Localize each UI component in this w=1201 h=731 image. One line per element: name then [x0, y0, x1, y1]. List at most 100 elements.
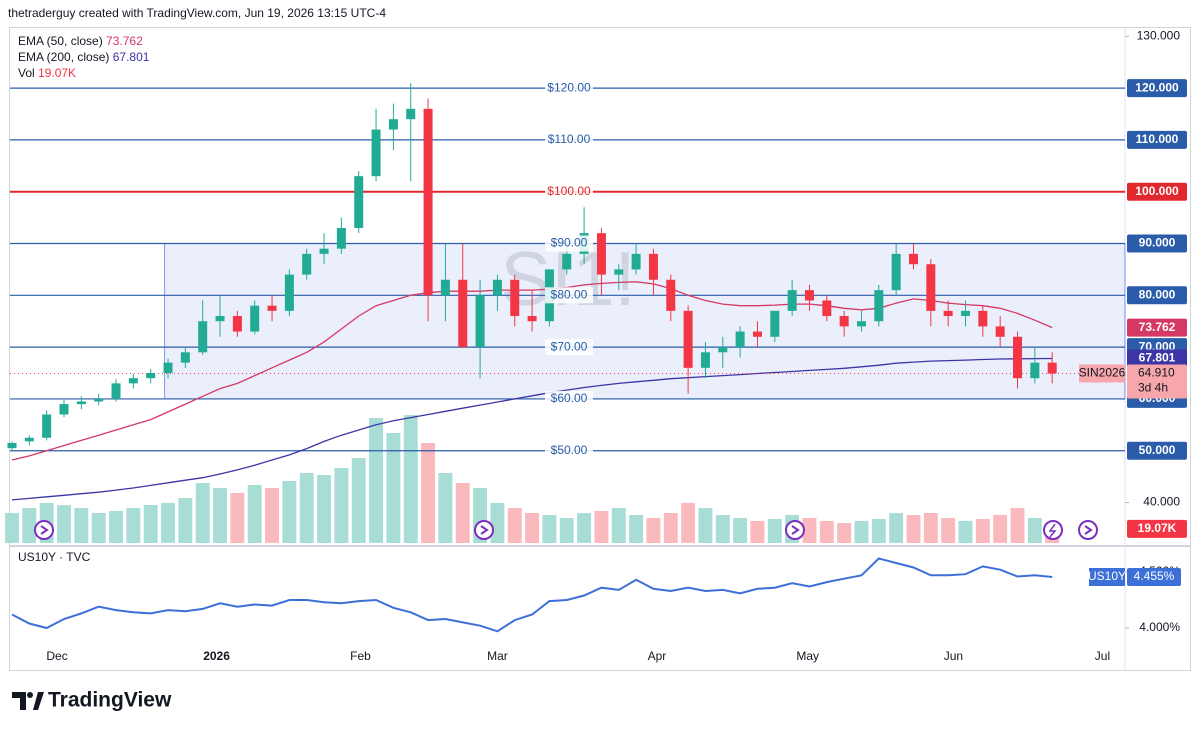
volume-bar — [109, 511, 123, 543]
axis-badge-label: 110.000 — [1136, 132, 1179, 146]
candle-body — [995, 326, 1005, 337]
candle-body — [111, 383, 121, 399]
candle-body — [874, 290, 884, 322]
candle-body — [562, 253, 572, 270]
legend-name: EMA (50, close) — [18, 34, 103, 48]
volume-bar — [22, 508, 37, 543]
volume-bar — [975, 519, 990, 543]
price-badge-label: 64.910 — [1138, 366, 1175, 380]
level-label: $120.00 — [547, 80, 591, 94]
event-icon[interactable] — [1043, 520, 1063, 540]
volume-bar — [993, 515, 1008, 543]
level-label: $110.00 — [548, 132, 591, 146]
volume-bar — [490, 503, 505, 543]
range-zone — [164, 243, 1126, 400]
candle-body — [354, 176, 364, 228]
volume-bar — [941, 518, 956, 543]
symbol-badge-label: US10Y — [1088, 569, 1126, 583]
candle-body — [1047, 362, 1057, 374]
volume-bar — [91, 513, 106, 543]
candle-body — [475, 295, 485, 348]
volume-bar — [369, 418, 383, 543]
volume-bar — [611, 508, 626, 543]
x-tick-label: Feb — [350, 649, 371, 663]
axis-badge-label: 90.000 — [1139, 236, 1176, 250]
candle-body — [527, 316, 537, 322]
volume-bar — [386, 433, 401, 543]
volume-bar — [351, 458, 366, 543]
candle-body — [908, 253, 918, 265]
volume-bar — [247, 485, 262, 543]
volume-bar — [889, 513, 904, 543]
x-tick-label: Mar — [487, 649, 508, 663]
candle-body — [198, 321, 208, 353]
footer-logo: TradingView — [12, 689, 172, 712]
volume-bar — [1027, 518, 1042, 543]
volume-bar — [681, 503, 696, 543]
volume-bar — [629, 515, 644, 543]
event-icon[interactable] — [474, 520, 494, 540]
ema-badge-label: 67.801 — [1139, 351, 1176, 365]
symbol-badge-label: SIN2026 — [1079, 366, 1126, 380]
level-label: $60.00 — [551, 391, 588, 405]
volume-bar — [143, 505, 158, 543]
footer-brand: TradingView — [48, 689, 172, 712]
volume-bar — [906, 515, 921, 543]
volume-bar — [594, 511, 609, 543]
candle-body — [163, 362, 173, 374]
candle-body — [59, 404, 69, 415]
candle-body — [666, 279, 676, 311]
x-tick-label: Jul — [1095, 649, 1110, 663]
event-glyph — [1048, 523, 1057, 538]
candle-body — [596, 233, 606, 275]
volume-badge — [1127, 519, 1187, 538]
y-tick-label: 4.000% — [1139, 620, 1180, 634]
axis-badge-label: 100.000 — [1135, 184, 1179, 198]
candle-body — [406, 108, 416, 120]
event-glyph — [1084, 525, 1093, 535]
level-label-bg — [545, 442, 593, 459]
candle-body — [215, 316, 225, 322]
event-glyph — [480, 525, 489, 535]
y-tick-label: 130.000 — [1137, 28, 1181, 42]
axis-badge-label: 120.000 — [1135, 80, 1179, 94]
volume-bar — [663, 513, 678, 543]
event-icon[interactable] — [1078, 520, 1098, 540]
candle-body — [614, 269, 624, 275]
axis-badge — [1127, 182, 1187, 201]
chart-frame — [9, 27, 1191, 671]
volume-bar — [282, 481, 297, 543]
level-label: $100.00 — [547, 184, 591, 198]
event-icon[interactable] — [34, 520, 54, 540]
event-icon[interactable] — [785, 520, 805, 540]
candle-body — [510, 279, 520, 317]
candle-body — [1030, 362, 1040, 379]
legend-value: 73.762 — [106, 34, 143, 48]
axis-badge-label: 50.000 — [1139, 443, 1176, 457]
candle-body — [492, 279, 502, 296]
axis-badge — [1127, 441, 1187, 460]
x-tick-label: Jun — [944, 649, 963, 663]
volume-bar — [1010, 508, 1025, 543]
value-badge — [1127, 568, 1181, 587]
level-label: $90.00 — [551, 236, 588, 250]
logo-mark — [33, 692, 44, 710]
candle-body — [7, 442, 17, 449]
volume-bar — [715, 515, 730, 543]
level-label: $80.00 — [551, 287, 588, 301]
volume-bar — [421, 443, 436, 543]
volume-bar — [698, 508, 713, 543]
event-icons — [34, 520, 1098, 540]
candle-body — [891, 253, 901, 291]
candle-body — [631, 253, 641, 270]
candle-body — [336, 227, 346, 249]
symbol-badge — [1089, 568, 1125, 587]
volume-bar — [403, 415, 418, 543]
volume-bar — [57, 505, 71, 543]
candle-body — [787, 290, 797, 311]
x-tick-label: Apr — [648, 649, 667, 663]
level-label-bg — [545, 131, 593, 148]
axis-badge-label: 80.000 — [1139, 287, 1176, 301]
candle-body — [943, 310, 953, 317]
axis-badge — [1127, 130, 1187, 149]
